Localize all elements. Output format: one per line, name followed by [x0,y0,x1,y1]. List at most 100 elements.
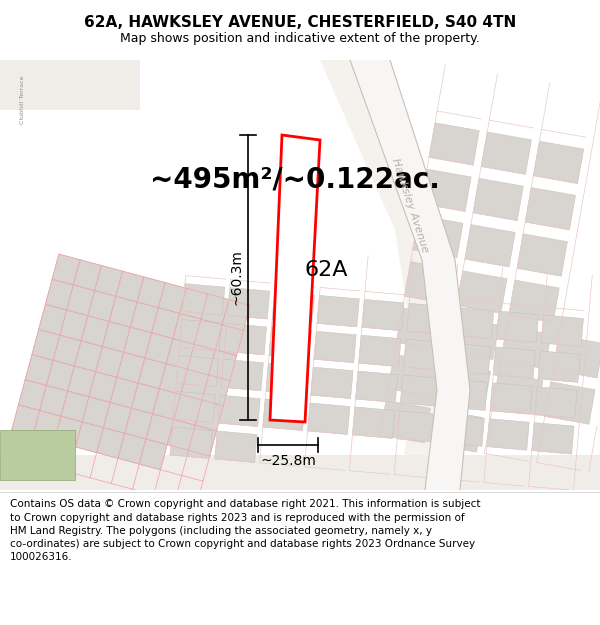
Polygon shape [413,216,463,258]
Polygon shape [449,317,499,359]
Text: ~25.8m: ~25.8m [260,454,316,468]
Polygon shape [61,391,89,422]
Polygon shape [350,60,470,490]
Polygon shape [54,416,82,447]
Text: Map shows position and indicative extent of the property.: Map shows position and indicative extent… [120,32,480,45]
Polygon shape [158,282,187,313]
Polygon shape [215,325,244,356]
Polygon shape [317,296,359,327]
Polygon shape [182,284,225,315]
Polygon shape [130,302,158,332]
Polygon shape [26,436,54,466]
Polygon shape [152,389,181,419]
Polygon shape [103,402,131,433]
Polygon shape [173,391,215,422]
Polygon shape [179,288,208,319]
Polygon shape [380,401,430,443]
Polygon shape [46,279,73,310]
Polygon shape [538,351,580,382]
Polygon shape [0,60,140,110]
Polygon shape [81,316,109,346]
Polygon shape [38,304,67,335]
Polygon shape [218,395,260,426]
Text: ~60.3m: ~60.3m [229,249,243,306]
Polygon shape [52,254,80,285]
Polygon shape [224,324,266,355]
Polygon shape [533,141,584,184]
Polygon shape [33,411,61,441]
Polygon shape [88,291,116,321]
Polygon shape [116,271,144,302]
Polygon shape [311,367,353,399]
Polygon shape [397,308,447,350]
Polygon shape [19,379,46,411]
Polygon shape [125,408,152,439]
Polygon shape [53,335,81,366]
Polygon shape [496,311,539,342]
Polygon shape [74,341,103,372]
Polygon shape [457,271,507,313]
Polygon shape [89,372,117,402]
Polygon shape [139,439,167,470]
Polygon shape [138,358,166,389]
Polygon shape [362,299,404,331]
Polygon shape [201,294,229,325]
Polygon shape [68,366,95,397]
Polygon shape [525,188,575,230]
Polygon shape [188,425,217,456]
Polygon shape [170,427,212,459]
Polygon shape [397,411,440,442]
Polygon shape [174,394,202,425]
Polygon shape [194,319,222,350]
Polygon shape [493,372,543,415]
Polygon shape [67,285,95,316]
Polygon shape [145,332,173,364]
Polygon shape [195,400,223,431]
Polygon shape [266,363,308,394]
Polygon shape [95,346,124,378]
Polygon shape [501,326,551,369]
Polygon shape [12,405,40,436]
Polygon shape [541,315,583,346]
Polygon shape [25,354,53,386]
Polygon shape [152,308,179,339]
Polygon shape [440,364,491,406]
Polygon shape [404,339,446,371]
Polygon shape [222,299,250,331]
Text: 62A, HAWKSLEY AVENUE, CHESTERFIELD, S40 4TN: 62A, HAWKSLEY AVENUE, CHESTERFIELD, S40 … [84,15,516,30]
Polygon shape [209,350,236,381]
Polygon shape [166,339,194,369]
Polygon shape [493,347,536,378]
Polygon shape [146,414,174,444]
Polygon shape [103,321,130,352]
Polygon shape [517,234,568,276]
Polygon shape [532,422,574,454]
Polygon shape [545,382,595,424]
Polygon shape [131,383,160,414]
Polygon shape [46,360,74,391]
Polygon shape [60,310,88,341]
Polygon shape [445,379,488,410]
Text: Clubhill Terrace: Clubhill Terrace [19,76,25,124]
Polygon shape [181,369,209,400]
Polygon shape [487,419,529,450]
Polygon shape [97,428,125,458]
Polygon shape [270,135,320,422]
Polygon shape [221,359,263,391]
Polygon shape [314,331,356,362]
Polygon shape [215,431,257,462]
Polygon shape [179,319,222,351]
Polygon shape [308,403,350,434]
Polygon shape [173,313,201,344]
Polygon shape [535,387,577,418]
Polygon shape [73,260,101,291]
Polygon shape [76,422,103,452]
Polygon shape [118,433,146,464]
Polygon shape [359,335,401,367]
Polygon shape [465,224,515,267]
Polygon shape [400,375,443,406]
Polygon shape [407,303,449,334]
Polygon shape [473,178,523,221]
Polygon shape [137,277,165,308]
Text: 62A: 62A [305,260,349,280]
